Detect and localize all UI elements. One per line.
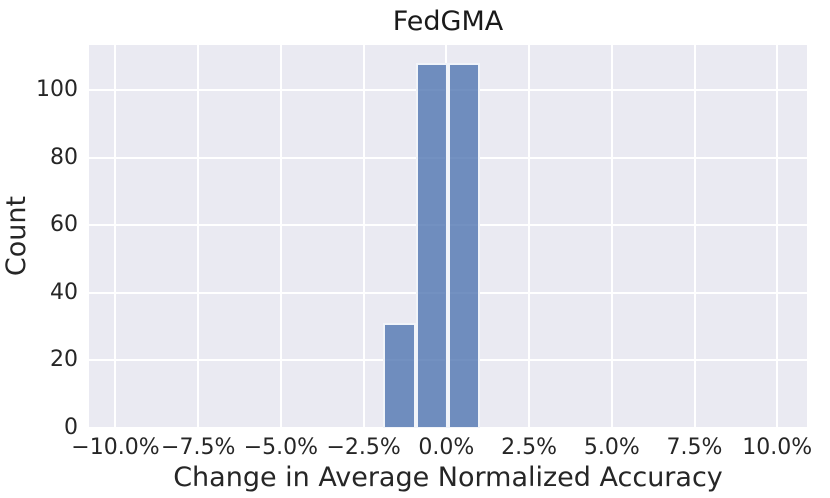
x-gridline bbox=[279, 45, 282, 428]
plot-area bbox=[89, 45, 807, 429]
histogram-bar bbox=[383, 323, 416, 428]
y-tick-label: 80 bbox=[50, 144, 78, 170]
x-gridline bbox=[693, 45, 696, 428]
x-axis-label: Change in Average Normalized Accuracy bbox=[173, 462, 723, 493]
x-gridline bbox=[528, 45, 531, 428]
x-gridline bbox=[197, 45, 200, 428]
y-gridline bbox=[89, 427, 807, 429]
x-gridline bbox=[776, 45, 779, 428]
x-tick-label: −2.5% bbox=[326, 435, 401, 460]
x-gridline bbox=[610, 45, 613, 428]
x-tick-label: 2.5% bbox=[501, 435, 558, 460]
x-tick-label: 0.0% bbox=[418, 435, 475, 460]
x-tick-label: −7.5% bbox=[161, 435, 236, 460]
x-tick-label: −10.0% bbox=[71, 435, 160, 460]
x-tick-label: 10.0% bbox=[742, 435, 813, 460]
histogram-bar bbox=[415, 63, 448, 428]
x-tick-label: 7.5% bbox=[666, 435, 723, 460]
x-gridline bbox=[362, 45, 365, 428]
y-tick-label: 100 bbox=[36, 77, 78, 103]
y-tick-label: 0 bbox=[64, 415, 78, 440]
x-tick-label: 5.0% bbox=[583, 435, 640, 460]
x-gridline bbox=[114, 45, 117, 428]
y-tick-label: 20 bbox=[50, 347, 78, 373]
x-tick-label: −5.0% bbox=[243, 435, 319, 460]
chart-title: FedGMA bbox=[392, 6, 504, 37]
histogram-bar bbox=[447, 63, 480, 428]
y-tick-label: 40 bbox=[50, 279, 78, 305]
y-tick-label: 60 bbox=[50, 212, 78, 238]
